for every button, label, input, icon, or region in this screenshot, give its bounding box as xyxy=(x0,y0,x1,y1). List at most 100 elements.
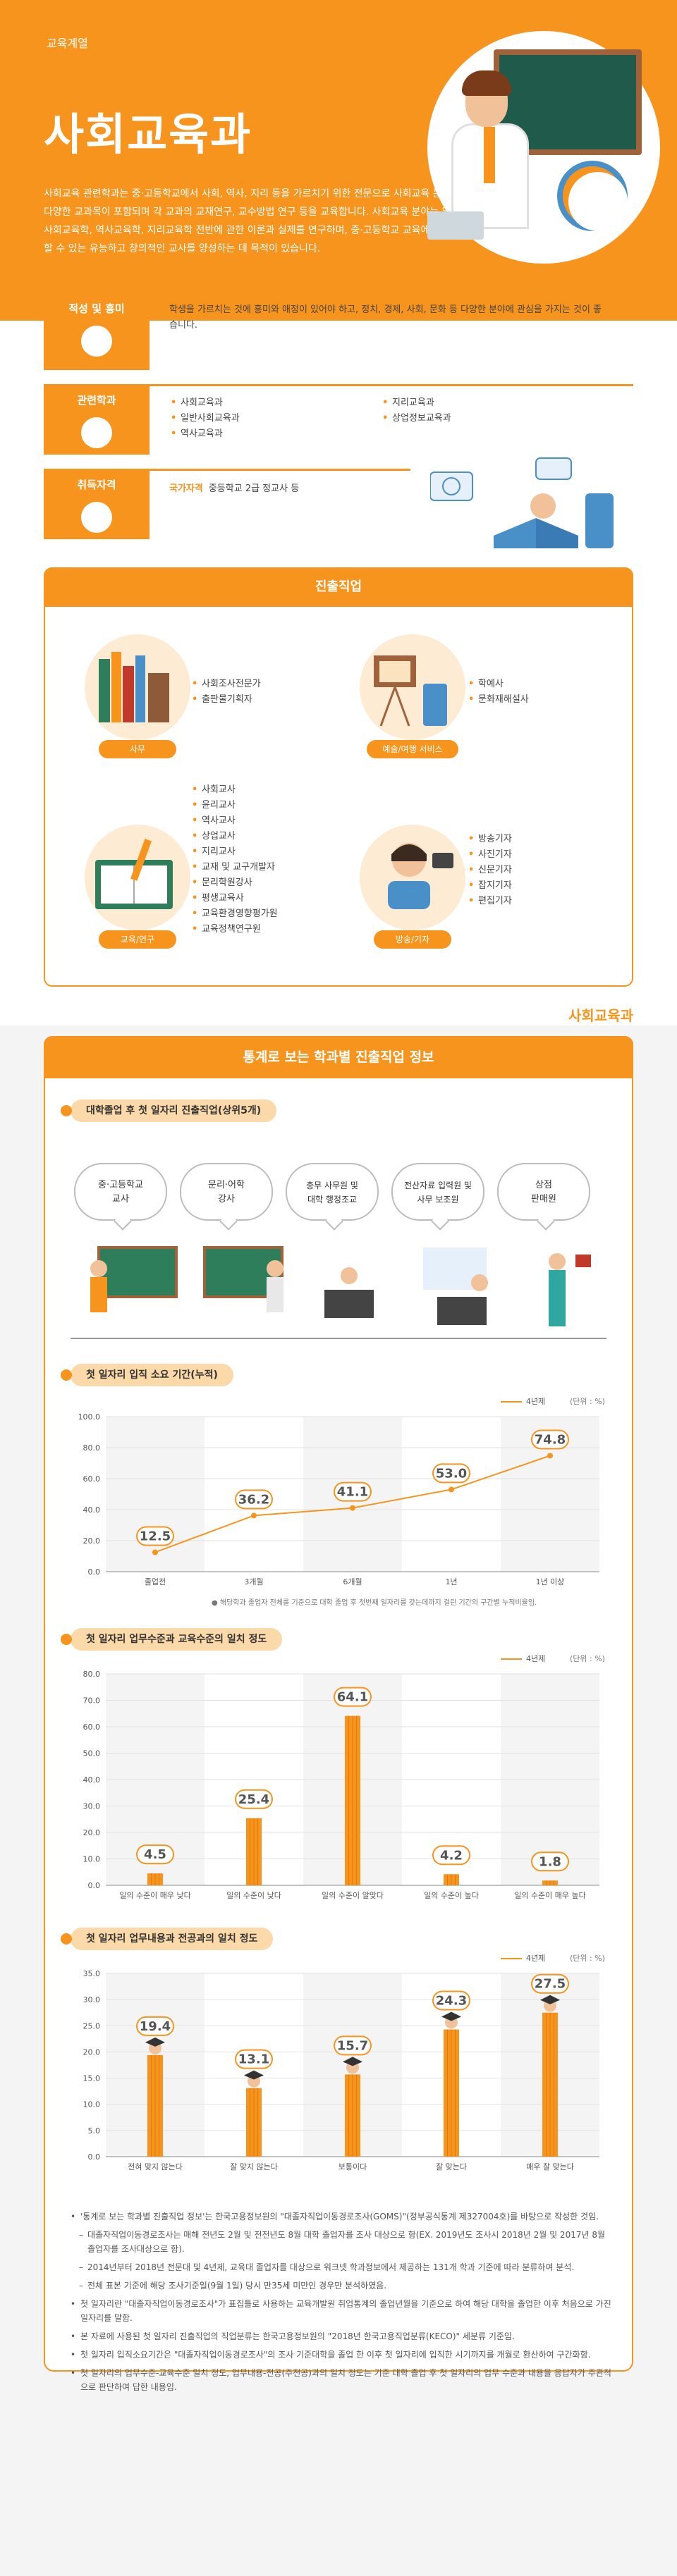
aptitude-text: 학생을 가르치는 것에 흥미와 애정이 있어야 하고, 정치, 경제, 사회, … xyxy=(169,304,602,331)
data-label-box xyxy=(432,1845,470,1866)
license-text: 중등학교 2급 정교사 등 xyxy=(208,483,300,494)
y-tick-label: 40.0 xyxy=(83,1505,101,1515)
list-item: 사회조사전문가 xyxy=(190,677,261,692)
y-tick-label: 20.0 xyxy=(83,1828,101,1837)
y-tick-label: 0.0 xyxy=(88,1567,101,1577)
chart3-bar: 0.0 5.0 10.0 15.0 20.0 25.0 30.0 35.0 전혀 맞지 않는다 잘… xyxy=(83,1969,599,2171)
legend-swatch xyxy=(501,1401,522,1403)
x-tick-label: 일의 수준이 매우 낮다 xyxy=(119,1890,191,1900)
x-tick-label: 3개월 xyxy=(244,1577,263,1586)
list-item: 지리교육과 xyxy=(381,395,451,411)
data-label: 53.0 xyxy=(436,1466,467,1481)
data-label-box xyxy=(136,2016,174,2036)
y-tick-label: 0.0 xyxy=(88,2152,101,2162)
brand-label: 사회교육과 xyxy=(568,1007,633,1024)
chart1-line: 0.0 20.0 40.0 60.0 80.0 100.0 졸업전 3개월 6개월 1년 1년 이상… xyxy=(78,1412,599,1586)
top-job-bubble: 전산자료 입력원 및 사무 보조원 xyxy=(391,1163,484,1221)
y-tick-label: 60.0 xyxy=(83,1723,101,1732)
lightbulb-icon xyxy=(81,326,112,357)
list-item: 사진기자 xyxy=(467,847,512,863)
data-label-box xyxy=(235,1489,273,1510)
y-tick-label: 10.0 xyxy=(83,1855,101,1864)
legend-swatch xyxy=(501,1958,522,1959)
intro-text: 사회교육 관련학과는 중·고등학교에서 사회, 역사, 지리 등을 가르치기 위… xyxy=(44,188,461,254)
data-point xyxy=(251,1512,257,1519)
list-item: 역사교육과 xyxy=(169,426,240,442)
footnote: 첫 일자리란 "대졸자직업이동경로조사"가 표집틀로 사용하는 교육개발원 취업… xyxy=(71,2297,614,2325)
stats-title: 통계로 보는 학과별 진출직업 정보 xyxy=(44,1036,633,1078)
job-list-broadcast: 방송기자 사진기자 신문기자 잡지기자 편집기자 xyxy=(467,832,512,909)
list-item: 지리교사 xyxy=(190,844,278,860)
data-label-box xyxy=(235,2049,273,2069)
footnote: 2014년부터 2018년 전문대 및 4년제, 교육대 졸업자를 대상으로 워… xyxy=(71,2260,614,2274)
reading-illustration xyxy=(430,457,614,548)
y-tick-label: 10.0 xyxy=(83,2100,101,2109)
footnotes: '통계로 보는 학과별 진출직업 정보'는 한국고용정보원의 "대졸자직업이동경… xyxy=(71,2210,614,2398)
data-label-box xyxy=(531,1851,569,1872)
data-label-box xyxy=(531,1973,569,1994)
job-group-label: 예술/여행 서비스 xyxy=(367,740,458,758)
data-label: 24.3 xyxy=(436,1993,467,2008)
job-group-label: 방송/기자 xyxy=(374,930,451,949)
x-tick-label: 일의 수준이 높다 xyxy=(424,1890,479,1900)
job-list-education: 사회교사 윤리교사 역사교사 상업교사 지리교사 교재 및 교구개발자 문리학원… xyxy=(190,782,278,937)
data-label-box xyxy=(334,1481,372,1502)
column-band xyxy=(106,1417,205,1572)
data-label: 4.2 xyxy=(440,1848,463,1863)
data-label-box xyxy=(235,1789,273,1809)
graduation-cap-icon xyxy=(145,2037,165,2047)
y-tick-label: 35.0 xyxy=(83,1969,101,1978)
x-tick-label: 매우 잘 맞는다 xyxy=(526,2162,574,2171)
list-item: 잡지기자 xyxy=(467,878,512,894)
category-label: 교육계열 xyxy=(47,37,88,50)
chart1-note: ● 해당학과 졸업자 전체를 기준으로 대학 졸업 후 첫번째 일자리를 갖는데… xyxy=(212,1599,537,1607)
data-label-box xyxy=(432,1990,470,2011)
x-tick-label: 6개월 xyxy=(343,1577,362,1586)
list-item: 방송기자 xyxy=(467,832,512,847)
aptitude-row: 적성 및 흥미 학생을 가르치는 것에 흥미와 애정이 있어야 하고, 정치, … xyxy=(44,292,633,370)
license-tag: 취득자격 xyxy=(44,469,150,539)
list-item: 평생교육사 xyxy=(190,891,278,906)
chart3-legend: 4년제 xyxy=(501,1952,545,1964)
y-tick-label: 15.0 xyxy=(83,2074,101,2083)
x-tick-label: 잘 맞는다 xyxy=(436,2162,467,2171)
broadcast-icon xyxy=(360,825,465,930)
x-tick-label: 졸업전 xyxy=(145,1577,166,1586)
license-row: 취득자격 국가자격 중등학교 2급 정교사 등 xyxy=(44,469,633,539)
list-item: 상업교사 xyxy=(190,829,278,844)
y-tick-label: 20.0 xyxy=(83,1536,101,1546)
y-tick-label: 50.0 xyxy=(83,1749,101,1758)
chart3-title: 첫 일자리 업무내용과 전공과의 일치 정도 xyxy=(60,1928,274,1950)
book-icon xyxy=(427,211,484,240)
careers-title: 진출직업 xyxy=(44,567,633,607)
job-group-label: 사무 xyxy=(99,740,176,758)
footnote: 본 자료에 사용된 첫 일자리 진출직업의 직업분류는 한국고용정보원의 "20… xyxy=(71,2329,614,2343)
footnote: '통계로 보는 학과별 진출직업 정보'는 한국고용정보원의 "대졸자직업이동경… xyxy=(71,2210,614,2224)
list-item: 신문기자 xyxy=(467,863,512,878)
data-label-box xyxy=(334,2035,372,2056)
certificate-icon xyxy=(81,502,112,533)
data-label: 15.7 xyxy=(337,2038,368,2053)
top-job-bubble: 총무 사무원 및 대학 행정조교 xyxy=(286,1163,379,1221)
header-banner: 교육계열 사회교육과 사회교육 관련학과는 중·고등학교에서 사회, 역사, 지… xyxy=(0,0,677,321)
graduation-cap-icon xyxy=(441,2011,461,2021)
data-label-box xyxy=(136,1526,174,1546)
x-tick-label: 전혀 맞지 않는다 xyxy=(128,2162,183,2171)
x-tick-label: 1년 이상 xyxy=(536,1577,565,1586)
graduation-cap-icon xyxy=(81,417,112,448)
data-point xyxy=(449,1486,454,1493)
graduation-cap-icon xyxy=(244,2070,264,2080)
chart1-title: 첫 일자리 입직 소요 기간(누적) xyxy=(61,1364,233,1386)
list-item: 윤리교사 xyxy=(190,798,278,813)
data-label-box xyxy=(136,1844,174,1865)
data-label: 1.8 xyxy=(539,1854,561,1869)
data-point xyxy=(350,1505,355,1511)
related-tag: 관련학과 xyxy=(44,384,150,455)
list-item: 학예사 xyxy=(467,677,529,692)
list-item: 일반사회교육과 xyxy=(169,411,240,426)
y-tick-label: 20.0 xyxy=(83,2047,101,2057)
data-label: 19.4 xyxy=(140,2019,171,2034)
list-item: 상업정보교육과 xyxy=(381,411,451,426)
footnote: 첫 일자리 입직소요기간은 "대졸자직업이동경로조사"의 조사 기준대학을 졸업… xyxy=(71,2348,614,2362)
